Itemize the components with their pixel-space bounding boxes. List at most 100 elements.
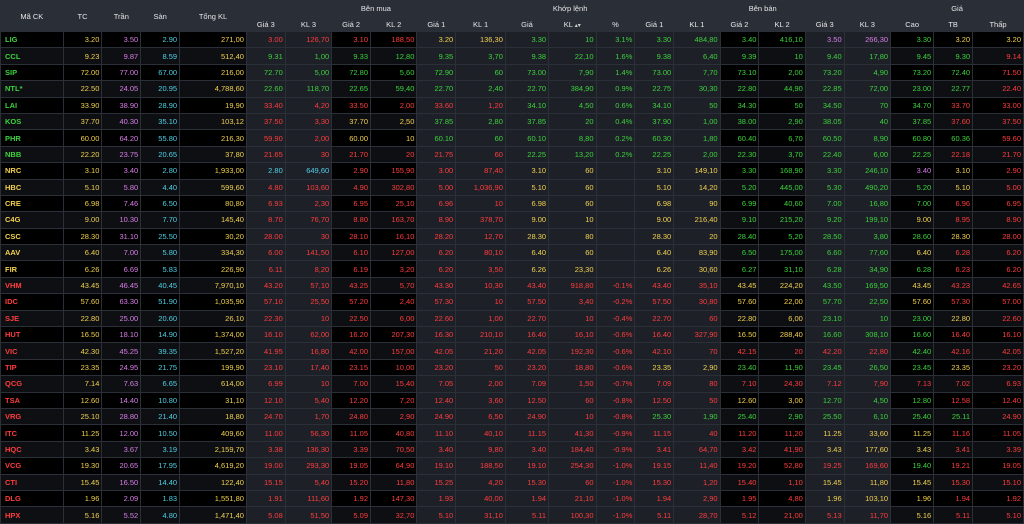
header-total-volume[interactable]: Tổng KL — [179, 0, 247, 32]
table-row[interactable]: LAI 33.90 38.90 28.90 19,90 33.40 4,20 33.50 2,0… — [0, 96, 1024, 114]
header-sell-vol-2[interactable]: KL 2 — [758, 16, 806, 32]
cell-symbol[interactable]: LAI — [0, 96, 64, 114]
table-row[interactable]: VIC 42.30 45.25 39.35 1,527,20 41.95 16,80 42.0… — [0, 342, 1024, 360]
table-row[interactable]: LIG 3.20 3.50 2.90 271,00 3.00 126,70 3.10 188,5… — [0, 30, 1024, 49]
table-row[interactable]: NTL* 22.50 24.05 20.95 4,788,60 22.60 118,70 22… — [0, 80, 1024, 98]
table-row[interactable]: VHM 43.45 46.45 40.45 7,970,10 43.20 57,10 43.2… — [0, 276, 1024, 295]
table-row[interactable]: VRG 25.10 28.80 21.40 18,80 24.70 1,70 24.80 2,9… — [0, 407, 1024, 426]
table-row[interactable]: HUT 16.50 18.10 14.90 1,374,00 16.10 62,00 16.2… — [0, 326, 1024, 344]
cell-mpct — [595, 194, 636, 213]
cell-symbol[interactable]: VHM — [0, 276, 64, 295]
cell-av1: 484,80 — [673, 30, 721, 49]
cell-ap2: 6.99 — [719, 194, 760, 213]
cell-symbol[interactable]: NBB — [0, 145, 64, 164]
cell-symbol[interactable]: SJE — [0, 309, 64, 328]
header-buy-price-3[interactable]: Giá 3 — [245, 16, 286, 32]
cell-symbol[interactable]: C4G — [0, 211, 64, 229]
cell-ap3: 1.96 — [804, 489, 845, 508]
header-sell-vol-3[interactable]: KL 3 — [843, 16, 892, 32]
table-row[interactable]: HQC 3.43 3.67 3.19 2,159,70 3.38 136,30 3.39 70,… — [0, 440, 1024, 459]
cell-symbol[interactable]: LIG — [0, 30, 64, 49]
cell-symbol[interactable]: IDC — [0, 293, 64, 311]
header-ceiling-price[interactable]: Trần — [101, 0, 142, 32]
table-row[interactable]: IDC 57.60 63.30 51.90 1,035,90 57.10 25,50 57.2… — [0, 293, 1024, 311]
cell-symbol[interactable]: VRG — [0, 407, 64, 426]
table-row[interactable]: VCG 19.30 20.65 17.95 4,619,20 19.00 293,30 19.… — [0, 457, 1024, 475]
sort-arrows-icon[interactable]: ▴▾ — [574, 22, 581, 29]
header-buy-price-2[interactable]: Giá 2 — [331, 16, 371, 32]
header-ref-price[interactable]: TC — [62, 0, 103, 32]
cell-high: 6.28 — [890, 260, 935, 278]
cell-symbol[interactable]: HQC — [0, 440, 64, 459]
cell-symbol[interactable]: HBC — [0, 178, 64, 196]
cell-symbol[interactable]: AAV — [0, 244, 64, 262]
cell-symbol[interactable]: HPX — [0, 506, 64, 524]
cell-symbol[interactable]: HUT — [0, 326, 64, 344]
cell-symbol[interactable]: CSC — [0, 227, 64, 246]
table-row[interactable]: HPX 5.16 5.52 4.80 1,471,40 5.08 51,50 5.09 32,7… — [0, 506, 1024, 524]
header-buy-price-1[interactable]: Giá 1 — [416, 16, 457, 32]
header-sell-price-3[interactable]: Giá 3 — [804, 16, 845, 32]
cell-symbol[interactable]: VIC — [0, 342, 64, 360]
cell-symbol[interactable]: TSA — [0, 391, 64, 409]
cell-symbol[interactable]: QCG — [0, 375, 64, 393]
table-row[interactable]: KOS 37.70 40.30 35.10 103,12 37.50 3,30 37.70 2,… — [0, 112, 1024, 131]
table-row[interactable]: HBC 5.10 5.80 4.40 599,60 4.80 103,60 4.90 302,8… — [0, 178, 1024, 196]
cell-symbol[interactable]: ITC — [0, 424, 64, 442]
cell-symbol[interactable]: CTI — [0, 473, 64, 491]
table-row[interactable]: ITC 11.25 12.00 10.50 409,60 11.00 56,30 11.05 4… — [0, 424, 1024, 442]
table-row[interactable]: FIR 6.26 6.69 5.83 226,90 6.11 8,20 6.19 3,20 6.2… — [0, 260, 1024, 278]
header-sell-vol-1[interactable]: KL 1 — [673, 16, 721, 32]
cell-symbol[interactable]: SIP — [0, 63, 64, 82]
header-sell-price-1[interactable]: Giá 1 — [634, 16, 675, 32]
cell-bv2: 5,70 — [369, 276, 418, 295]
cell-symbol[interactable]: TIP — [0, 358, 64, 377]
table-row[interactable]: CSC 28.30 31.10 25.50 30,20 28.00 30 28.10 16,10… — [0, 227, 1024, 246]
header-sell-price-2[interactable]: Giá 2 — [719, 16, 760, 32]
header-match-vol[interactable]: KL ▴▾ — [548, 16, 597, 32]
table-row[interactable]: CCL 9.23 9.87 8.59 512,40 9.31 1,00 9.33 12,80 9.… — [0, 47, 1024, 65]
header-low[interactable]: Thấp — [972, 16, 1024, 32]
cell-vol: 122,40 — [179, 473, 247, 491]
cell-mpct — [595, 178, 636, 196]
cell-symbol[interactable]: DLG — [0, 489, 64, 508]
cell-bp1: 16.30 — [416, 326, 457, 344]
table-row[interactable]: NRC 3.10 3.40 2.80 1,933,00 2.80 649,60 2.90 155… — [0, 162, 1024, 180]
table-row[interactable]: NBB 22.20 23.75 20.65 37,80 21.65 30 21.70 20 21.… — [0, 145, 1024, 164]
table-row[interactable]: DLG 1.96 2.09 1.83 1,551,80 1.91 111,60 1.92 147… — [0, 489, 1024, 508]
header-floor-price[interactable]: Sàn — [140, 0, 181, 32]
cell-symbol[interactable]: PHR — [0, 129, 64, 147]
table-row[interactable]: PHR 60.00 64.20 55.80 216,30 59.90 2,00 60.00 10… — [0, 129, 1024, 147]
table-row[interactable]: AAV 6.40 7.00 5.80 334,30 6.00 141,50 6.10 127,0… — [0, 244, 1024, 262]
table-row[interactable]: C4G 9.00 10.30 7.70 145,40 8.70 76,70 8.80 163,7… — [0, 211, 1024, 229]
header-average[interactable]: TB — [933, 16, 974, 32]
cell-symbol[interactable]: CCL — [0, 47, 64, 65]
table-row[interactable]: QCG 7.14 7.63 6.65 614,00 6.99 10 7.00 15,40 7.05… — [0, 375, 1024, 393]
cell-bp1: 6.20 — [416, 244, 457, 262]
cell-symbol[interactable]: CRE — [0, 194, 64, 213]
header-price-group: Giá — [890, 0, 1024, 17]
header-symbol[interactable]: Mã CK — [0, 0, 64, 32]
cell-bv2: 188,50 — [369, 30, 418, 49]
header-buy-vol-2[interactable]: KL 2 — [369, 16, 418, 32]
table-row[interactable]: CTI 15.45 16.50 14.40 122,40 15.15 5,40 15.20 11… — [0, 473, 1024, 491]
cell-symbol[interactable]: NRC — [0, 162, 64, 180]
header-high[interactable]: Cao — [890, 16, 935, 32]
cell-av2: 24,30 — [758, 375, 806, 393]
cell-symbol[interactable]: VCG — [0, 457, 64, 475]
header-match-price[interactable]: Giá — [504, 16, 550, 32]
cell-symbol[interactable]: FIR — [0, 260, 64, 278]
header-match-pct[interactable]: % — [595, 16, 636, 32]
table-row[interactable]: TSA 12.60 14.40 10.80 31,10 12.10 5,40 12.20 7,2… — [0, 391, 1024, 409]
cell-symbol[interactable]: KOS — [0, 112, 64, 131]
cell-avg: 22.80 — [933, 309, 974, 328]
header-buy-vol-3[interactable]: KL 3 — [284, 16, 333, 32]
cell-mv: 22,10 — [548, 47, 597, 65]
table-row[interactable]: CRE 6.98 7.46 6.50 80,80 6.93 2,30 6.95 25,10 6.9… — [0, 194, 1024, 213]
table-row[interactable]: TIP 23.35 24.95 21.75 199,90 23.10 17,40 23.15 1… — [0, 358, 1024, 377]
table-row[interactable]: SJE 22.80 25.00 20.60 26,10 22.30 10 22.50 6,00 2… — [0, 309, 1024, 328]
header-buy-vol-1[interactable]: KL 1 — [455, 16, 506, 32]
cell-symbol[interactable]: NTL* — [0, 80, 64, 98]
table-row[interactable]: SIP 72.00 77.00 67.00 216,00 72.70 5,00 72.80 5,… — [0, 63, 1024, 82]
cell-bp3: 24.70 — [245, 407, 286, 426]
